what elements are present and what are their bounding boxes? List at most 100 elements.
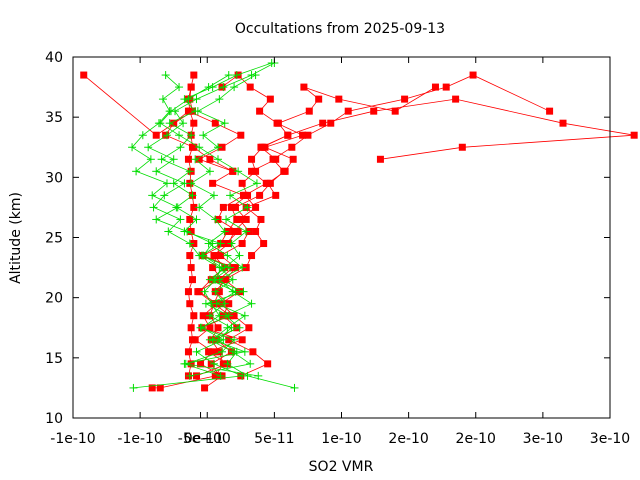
data-point	[205, 167, 214, 176]
data-point	[264, 179, 272, 187]
data-point	[213, 155, 222, 164]
data-point	[195, 155, 203, 163]
data-point	[196, 323, 205, 332]
data-point	[458, 143, 466, 151]
data-point	[246, 83, 254, 91]
data-point	[175, 131, 184, 140]
data-point	[129, 383, 138, 392]
data-point	[248, 155, 256, 163]
data-point	[335, 95, 343, 103]
data-point	[376, 155, 384, 163]
data-point	[546, 107, 554, 115]
data-point	[222, 311, 231, 320]
data-point	[442, 83, 450, 91]
data-point	[222, 215, 231, 224]
data-point	[209, 359, 218, 368]
data-point	[243, 203, 252, 212]
data-point	[251, 71, 260, 80]
data-point	[149, 203, 158, 212]
data-point	[239, 287, 248, 296]
data-point	[228, 275, 237, 284]
data-point	[234, 227, 242, 235]
data-point	[191, 155, 200, 164]
data-point	[209, 179, 217, 187]
data-point	[319, 119, 327, 127]
data-point	[264, 360, 272, 368]
data-point	[252, 179, 261, 188]
data-point	[235, 323, 244, 332]
data-point	[238, 263, 247, 272]
data-point	[144, 143, 153, 152]
data-point	[239, 191, 247, 199]
data-point	[201, 299, 210, 308]
data-point	[272, 191, 280, 199]
data-point	[190, 240, 198, 248]
data-point	[190, 119, 198, 127]
data-point	[257, 143, 265, 151]
data-point	[187, 264, 195, 272]
data-point	[288, 143, 296, 151]
data-point	[193, 107, 202, 116]
data-point	[169, 179, 178, 188]
data-point	[187, 131, 196, 140]
data-point	[260, 240, 268, 248]
data-point	[235, 215, 243, 223]
data-point	[272, 155, 280, 163]
y-tick-label: 10	[45, 411, 63, 427]
data-point	[327, 119, 335, 127]
y-tick-label: 40	[45, 50, 63, 66]
data-point	[152, 167, 161, 176]
data-point	[401, 95, 409, 103]
data-point	[222, 240, 230, 248]
data-point	[230, 312, 238, 320]
data-point	[248, 252, 256, 260]
data-point	[188, 276, 196, 284]
y-tick-label: 30	[45, 170, 63, 186]
data-point	[252, 227, 260, 235]
data-point	[184, 107, 192, 115]
series-line	[189, 74, 256, 377]
y-axis-title: Altitude (km)	[8, 192, 24, 284]
data-point	[256, 191, 264, 199]
data-point	[215, 275, 224, 284]
data-point	[187, 227, 195, 235]
data-point	[240, 311, 249, 320]
data-point	[193, 372, 201, 380]
data-point	[165, 119, 174, 128]
data-point	[242, 264, 250, 272]
data-point	[252, 167, 260, 175]
data-point	[164, 227, 173, 236]
data-point	[190, 71, 198, 79]
data-point	[185, 371, 194, 380]
data-point	[169, 155, 178, 164]
x-tick-label: 3e-10	[590, 431, 630, 447]
data-point	[227, 239, 236, 248]
data-point	[208, 335, 217, 344]
data-point	[180, 179, 189, 188]
series-1	[128, 59, 299, 392]
data-point	[190, 143, 198, 151]
data-point	[205, 311, 214, 320]
data-point	[257, 215, 265, 223]
x-tick-label: 1e-10	[321, 431, 361, 447]
series-line	[210, 86, 436, 377]
data-point	[176, 215, 185, 224]
data-point	[273, 119, 281, 127]
data-point	[186, 252, 194, 260]
data-point	[220, 263, 229, 272]
data-point	[200, 287, 209, 296]
data-point	[370, 107, 378, 115]
data-point	[211, 287, 220, 296]
data-point	[229, 167, 237, 175]
data-point	[230, 227, 238, 235]
x-tick-label: -5e-11	[178, 431, 223, 447]
data-point	[452, 95, 460, 103]
series-line	[194, 74, 550, 389]
data-point	[195, 143, 204, 152]
data-point	[209, 191, 218, 200]
data-point	[128, 143, 137, 152]
data-point	[304, 131, 312, 139]
data-point	[211, 119, 219, 127]
data-point	[205, 275, 214, 284]
data-point	[191, 336, 199, 344]
